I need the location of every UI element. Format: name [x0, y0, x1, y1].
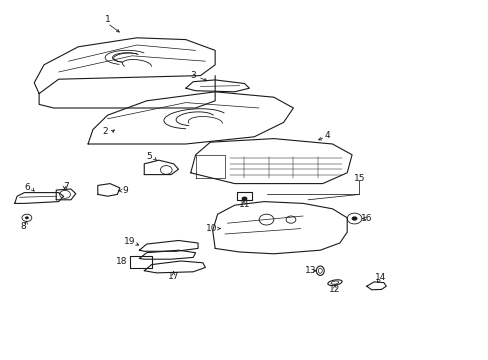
Text: 5: 5	[146, 152, 152, 161]
Text: 11: 11	[238, 200, 250, 209]
Text: 10: 10	[205, 224, 217, 233]
Text: 4: 4	[324, 130, 330, 139]
Text: 15: 15	[353, 174, 365, 183]
Text: 1: 1	[104, 15, 110, 24]
Text: 14: 14	[374, 274, 386, 282]
Circle shape	[241, 197, 247, 201]
Text: 8: 8	[20, 222, 26, 231]
Text: 12: 12	[328, 285, 340, 294]
Text: 7: 7	[63, 181, 69, 191]
Text: 3: 3	[190, 71, 196, 80]
Text: 9: 9	[122, 186, 128, 194]
Text: 17: 17	[167, 272, 179, 281]
Circle shape	[25, 216, 29, 219]
Text: 19: 19	[123, 238, 135, 246]
Text: 16: 16	[360, 214, 372, 223]
Circle shape	[351, 216, 357, 221]
Text: 13: 13	[304, 266, 316, 275]
Text: 18: 18	[115, 256, 127, 265]
Text: 2: 2	[102, 127, 108, 136]
Text: 6: 6	[24, 183, 30, 192]
